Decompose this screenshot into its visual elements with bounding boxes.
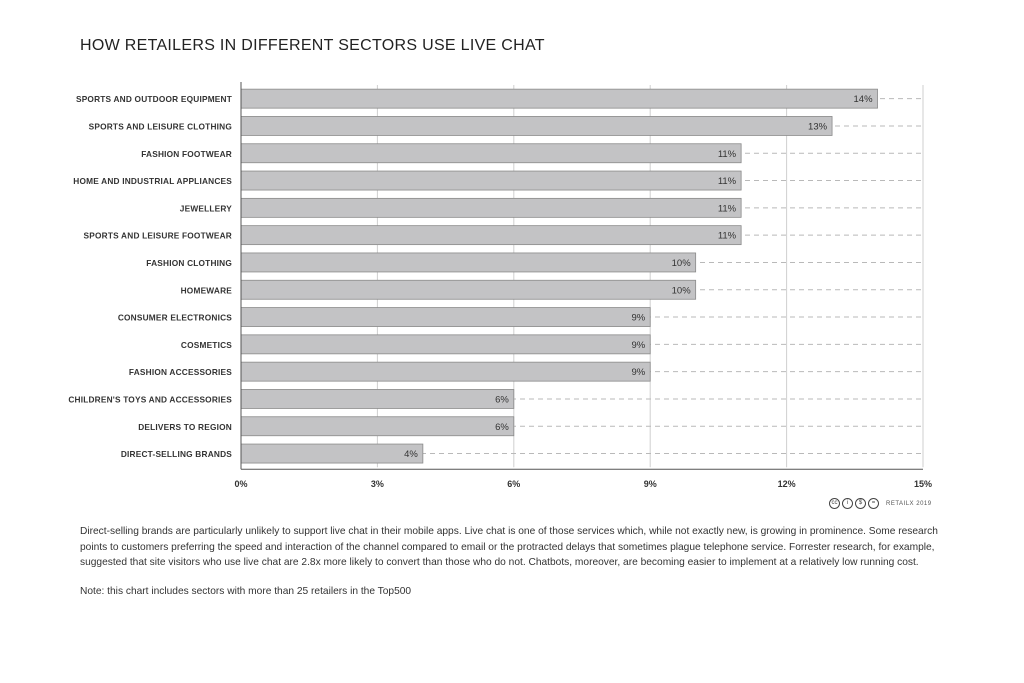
category-label: FASHION CLOTHING	[146, 258, 232, 268]
value-label: 11%	[718, 176, 737, 187]
value-label: 10%	[672, 285, 692, 296]
bar	[240, 389, 515, 409]
category-label: JEWELLERY	[180, 203, 232, 213]
nd-icon: =	[868, 498, 879, 509]
bar	[240, 143, 742, 164]
bar	[240, 416, 515, 437]
bar	[240, 334, 651, 355]
category-label: FASHION FOOTWEAR	[141, 149, 232, 159]
category-label: FASHION ACCESSORIES	[129, 367, 232, 377]
category-label: SPORTS AND LEISURE FOOTWEAR	[84, 231, 232, 241]
x-tick-label: 15%	[914, 479, 932, 489]
value-label: 9%	[631, 340, 645, 351]
chart-note: Note: this chart includes sectors with m…	[80, 586, 412, 597]
category-label: COSMETICS	[181, 340, 232, 350]
category-label: CHILDREN'S TOYS AND ACCESSORIES	[68, 394, 232, 404]
value-label: 10%	[672, 258, 692, 269]
value-label: 6%	[495, 394, 509, 405]
bar-chart: SPORTS AND OUTDOOR EQUIPMENT 14% SPORTS AN…	[68, 82, 932, 489]
bar	[240, 279, 697, 300]
category-label: SPORTS AND OUTDOOR EQUIPMENT	[76, 94, 232, 104]
value-label: 4%	[404, 449, 418, 460]
value-label: 6%	[495, 422, 509, 433]
category-label: HOMEWARE	[181, 285, 233, 295]
x-tick-label: 9%	[644, 479, 657, 489]
bar	[240, 443, 424, 464]
bar	[240, 361, 651, 382]
value-label: 9%	[631, 313, 645, 324]
category-label: DELIVERS TO REGION	[138, 422, 232, 432]
bar	[240, 252, 697, 273]
value-label: 11%	[718, 231, 737, 242]
category-label: SPORTS AND LEISURE CLOTHING	[89, 121, 232, 131]
bar	[240, 307, 651, 327]
value-label: 14%	[854, 94, 874, 105]
value-label: 11%	[718, 149, 737, 160]
value-label: 13%	[808, 121, 828, 132]
value-label: 9%	[631, 367, 645, 378]
category-label: CONSUMER ELECTRONICS	[118, 313, 232, 323]
bar	[240, 225, 742, 246]
x-tick-label: 6%	[507, 479, 520, 489]
nc-icon: $	[855, 498, 866, 509]
bar	[240, 88, 878, 109]
chart-title: HOW RETAILERS IN DIFFERENT SECTORS USE L…	[80, 37, 545, 54]
value-label: 11%	[718, 203, 737, 214]
by-icon: i	[842, 498, 853, 509]
x-tick-label: 3%	[371, 479, 384, 489]
category-label: DIRECT-SELLING BRANDS	[121, 449, 232, 459]
bar	[240, 170, 742, 191]
license-credit: cc i $ = RETAILX 2019	[829, 498, 932, 509]
category-label: HOME AND INDUSTRIAL APPLIANCES	[73, 176, 232, 186]
credit-text: RETAILX 2019	[886, 500, 932, 507]
description-paragraph: Direct-selling brands are particularly u…	[80, 526, 938, 568]
x-tick-label: 0%	[234, 479, 247, 489]
x-tick-label: 12%	[778, 479, 796, 489]
bar	[240, 197, 742, 218]
bar	[240, 116, 833, 136]
cc-icon: cc	[829, 498, 840, 509]
